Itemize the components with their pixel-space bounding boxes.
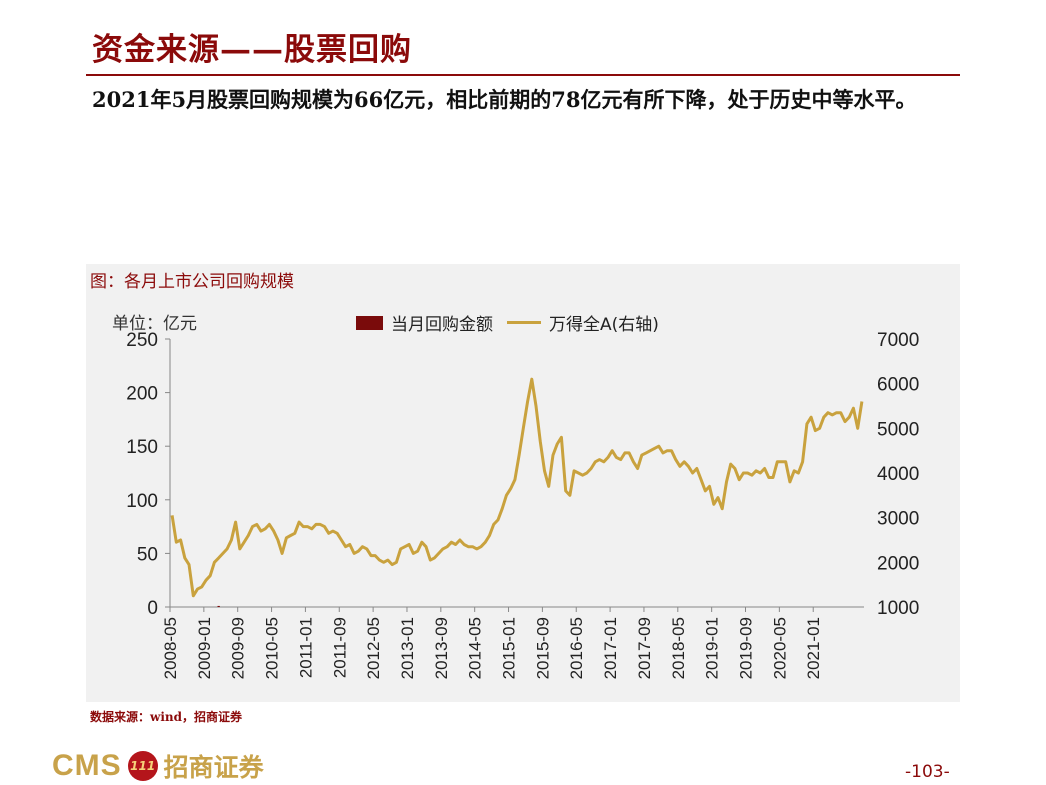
company-logo: CMS 111 招商证券	[52, 748, 264, 784]
x-tick-label: 2011-01	[296, 617, 315, 678]
legend: 当月回购金额 万得全A(右轴)	[356, 310, 659, 335]
x-tick-label: 2016-05	[567, 617, 586, 679]
x-tick-label: 2009-01	[195, 617, 214, 679]
x-tick-label: 2021-01	[804, 617, 823, 679]
legend-bar-label: 当月回购金额	[391, 315, 493, 335]
legend-line-label: 万得全A(右轴)	[549, 315, 659, 335]
x-tick-label: 2008-05	[161, 617, 180, 679]
unit-label: 单位：亿元	[112, 314, 197, 334]
y-left-tick-label: 150	[126, 437, 158, 458]
chart-panel	[86, 264, 960, 702]
x-tick-label: 2013-01	[398, 617, 417, 679]
x-tick-label: 2011-09	[330, 617, 349, 678]
x-tick-label: 2012-05	[364, 617, 383, 679]
x-tick-label: 2010-05	[263, 617, 282, 679]
logo-text: CMS	[52, 749, 122, 782]
y-right-tick-label: 6000	[877, 375, 919, 396]
y-left-tick-label: 0	[147, 598, 158, 619]
y-left-tick-label: 50	[137, 544, 158, 565]
legend-line-swatch	[507, 321, 541, 324]
x-tick-label: 2009-09	[229, 617, 248, 679]
x-tick-label: 2013-09	[432, 617, 451, 679]
page-number: -103-	[905, 762, 950, 782]
x-tick-label: 2017-09	[635, 617, 654, 679]
x-tick-label: 2015-01	[500, 617, 519, 679]
y-left-tick-label: 250	[126, 330, 158, 351]
slide-title: 资金来源——股票回购	[92, 32, 412, 68]
y-right-tick-label: 1000	[877, 598, 919, 619]
summary-text: 2021年5月股票回购规模为66亿元，相比前期的78亿元有所下降，处于历史中等水…	[92, 87, 917, 112]
x-tick-label: 2014-05	[466, 617, 485, 679]
y-right-tick-label: 3000	[877, 509, 919, 530]
x-tick-label: 2019-09	[737, 617, 756, 679]
x-tick-label: 2018-05	[669, 617, 688, 679]
y-left-tick-label: 200	[126, 384, 158, 405]
y-right-tick-label: 4000	[877, 464, 919, 485]
x-tick-label: 2019-01	[703, 617, 722, 679]
company-name: 招商证券	[163, 753, 264, 782]
y-right-tick-label: 5000	[877, 419, 919, 440]
title-divider	[86, 74, 960, 76]
x-tick-label: 2020-05	[770, 617, 789, 679]
y-left-tick-label: 100	[126, 491, 158, 512]
x-tick-label: 2015-09	[533, 617, 552, 679]
data-source: 数据来源：wind，招商证券	[90, 710, 243, 724]
figure-label: 图：各月上市公司回购规模	[90, 272, 294, 291]
buyback-bar	[217, 605, 220, 607]
x-tick-label: 2017-01	[601, 617, 620, 679]
y-right-tick-label: 2000	[877, 553, 919, 574]
legend-bar-swatch	[356, 315, 383, 330]
wind-a-index-line	[170, 377, 864, 598]
y-right-tick-label: 7000	[877, 330, 919, 351]
logo-badge-icon: 111	[127, 751, 158, 781]
